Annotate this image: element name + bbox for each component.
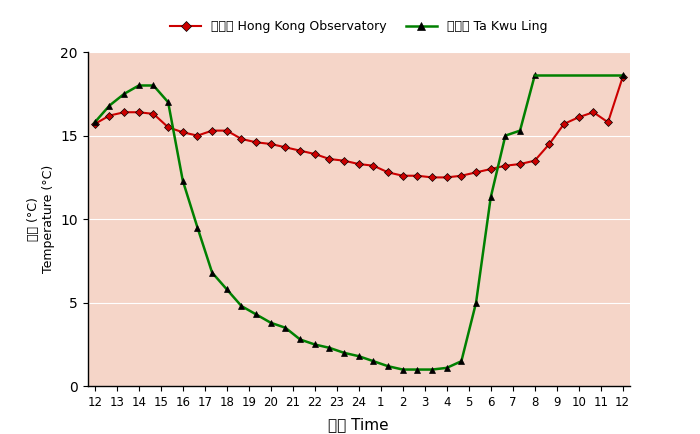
X-axis label: 時間 Time: 時間 Time bbox=[328, 418, 389, 432]
Legend: 天文台 Hong Kong Observatory, 打鼓嶺 Ta Kwu Ling: 天文台 Hong Kong Observatory, 打鼓嶺 Ta Kwu Li… bbox=[165, 15, 552, 38]
Y-axis label: 氣溫 (°C)
Temperature (°C): 氣溫 (°C) Temperature (°C) bbox=[27, 165, 55, 273]
